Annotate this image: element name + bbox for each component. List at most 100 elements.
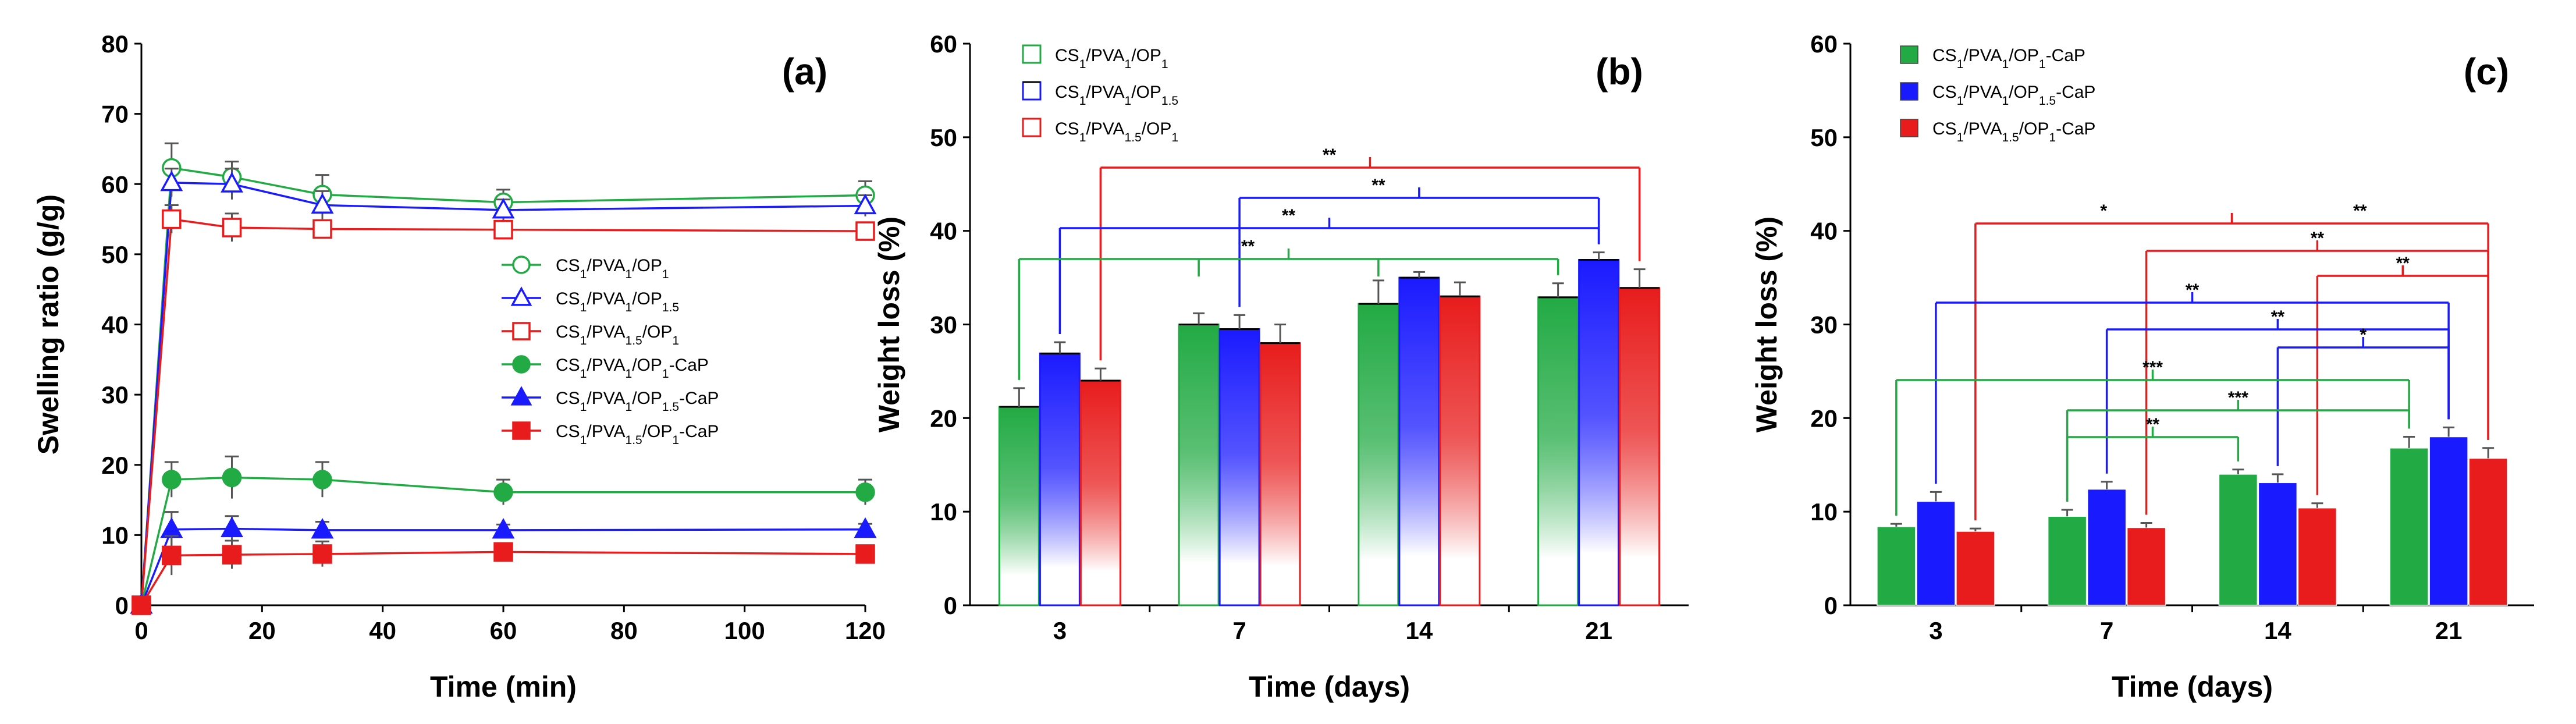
data-point <box>222 545 242 565</box>
x-tick-label: 14 <box>1406 617 1433 644</box>
legend-marker <box>510 286 532 306</box>
x-tick-label: 80 <box>610 617 638 644</box>
legend-subscript: 1 <box>2002 94 2009 108</box>
legend: CS1/PVA1/OP1-CaPCS1/PVA1/OP1.5-CaPCS1/PV… <box>1900 45 2095 144</box>
legend-text: CS <box>556 289 580 308</box>
legend-text: /PVA <box>1963 46 2002 65</box>
y-tick-label: 0 <box>944 592 957 619</box>
legend-label: CS1/PVA1/OP1 <box>1055 46 1168 71</box>
bar <box>2297 507 2337 606</box>
legend-subscript: 1.5 <box>662 301 679 314</box>
legend-text: /PVA <box>587 422 625 441</box>
data-point <box>221 172 243 193</box>
legend-text: -CaP <box>679 389 719 408</box>
data-point <box>162 209 182 229</box>
legend-marker <box>512 322 531 340</box>
significance-label: ** <box>2271 307 2285 326</box>
y-tick-label: 20 <box>1810 404 1838 432</box>
legend-subscript: 1.5 <box>1125 131 1142 144</box>
legend-text: CS <box>1932 46 1957 65</box>
legend-text: CS <box>556 322 580 342</box>
data-point <box>222 218 242 237</box>
data-point <box>160 170 183 191</box>
legend-subscript: 1 <box>2049 131 2056 144</box>
x-tick-label: 14 <box>2264 617 2291 644</box>
x-axis-title: Time (days) <box>1249 670 1410 703</box>
significance-label: *** <box>2228 388 2248 407</box>
y-tick-label: 40 <box>930 218 957 245</box>
bar <box>2429 436 2468 606</box>
significance-label: ** <box>2146 415 2160 434</box>
legend-subscript: 1.5 <box>2002 131 2019 144</box>
significance-bracket: ** <box>1058 206 1600 335</box>
legend-text: /OP <box>642 322 673 342</box>
bar-series-2 <box>1916 426 2468 606</box>
bar <box>1877 526 1916 606</box>
significance-bracket: ** <box>1018 237 1559 380</box>
bar-series-2 <box>1039 251 1620 606</box>
significance-label: * <box>2360 325 2367 345</box>
y-tick-label: 40 <box>101 311 129 339</box>
bar <box>1537 296 1579 606</box>
legend-text: /OP <box>642 422 673 441</box>
legend-text: /PVA <box>587 356 625 375</box>
legend-marker <box>512 421 531 440</box>
legend-text: /PVA <box>587 322 625 342</box>
y-tick-label: 10 <box>1810 498 1838 526</box>
legend-text: CS <box>556 256 580 275</box>
data-point <box>493 542 513 562</box>
legend-subscript: 1 <box>626 268 633 281</box>
x-tick-label: 60 <box>490 617 517 644</box>
series-5 <box>130 511 877 614</box>
legend-text: -CaP <box>2056 119 2095 139</box>
legend-subscript: 1 <box>626 301 633 314</box>
legend-subscript: 1 <box>1171 131 1178 144</box>
legend-marker <box>510 386 532 406</box>
y-tick-label: 10 <box>930 498 957 526</box>
legend-text: /PVA <box>587 389 625 408</box>
legend-label: CS1/PVA1.5/OP1-CaP <box>1932 119 2095 144</box>
legend-text: /OP <box>632 356 662 375</box>
y-tick-label: 70 <box>101 101 129 128</box>
bar <box>2047 516 2087 606</box>
x-tick-label: 100 <box>724 617 765 644</box>
data-point <box>312 470 332 489</box>
x-tick-label: 20 <box>248 617 276 644</box>
legend-swatch <box>1900 119 1918 137</box>
y-tick-label: 80 <box>101 30 129 58</box>
legend-subscript: 1 <box>1161 58 1168 71</box>
data-point <box>222 467 242 488</box>
legend-subscript: 1 <box>1079 58 1086 71</box>
significance-label: ** <box>1282 206 1296 225</box>
panel-label: (c) <box>2464 51 2509 93</box>
legend-subscript: 1.5 <box>662 400 679 414</box>
bar <box>2389 448 2429 606</box>
legend-subscript: 1 <box>1957 58 1964 71</box>
data-point <box>132 595 151 615</box>
legend-text: /PVA <box>1963 119 2002 139</box>
legend-subscript: 1 <box>1079 131 1086 144</box>
legend-text: CS <box>556 422 580 441</box>
bar <box>1218 328 1260 606</box>
data-point <box>855 482 875 502</box>
bar-series-1 <box>998 279 1579 606</box>
legend-text: CS <box>1055 46 1079 65</box>
legend-text: /PVA <box>587 256 625 275</box>
legend-label: CS1/PVA1/OP1.5 <box>1055 83 1178 108</box>
data-point <box>854 517 877 538</box>
legend-marker <box>512 355 531 374</box>
bar <box>2468 457 2508 606</box>
data-point <box>855 544 875 564</box>
legend-text: /OP <box>632 289 662 308</box>
bar <box>1578 259 1620 606</box>
y-tick-label: 60 <box>1810 30 1838 58</box>
legend-subscript: 1 <box>580 400 587 414</box>
data-point <box>312 544 332 564</box>
series-6 <box>132 535 875 615</box>
legend-text: CS <box>556 356 580 375</box>
significance-bracket: ** <box>1099 145 1641 361</box>
data-point <box>855 221 875 241</box>
x-tick-label: 7 <box>2100 617 2113 644</box>
data-point <box>312 219 332 239</box>
bar <box>998 406 1040 606</box>
